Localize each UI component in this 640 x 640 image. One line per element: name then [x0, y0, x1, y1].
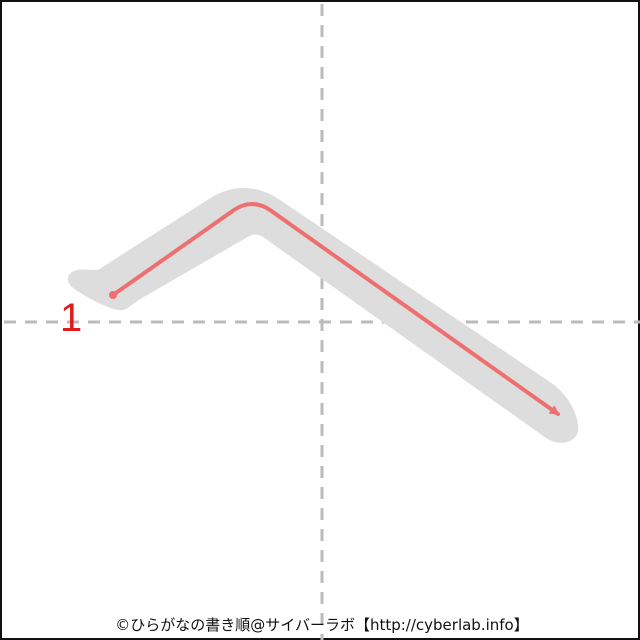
credit-footer: ©ひらがなの書き順@サイバーラボ【http://cyberlab.info】	[115, 616, 529, 634]
stroke-number-label: 1	[60, 296, 83, 340]
character-shape	[67, 187, 579, 443]
stroke-1-path	[111, 202, 560, 416]
stroke-1-start-dot	[109, 291, 117, 299]
